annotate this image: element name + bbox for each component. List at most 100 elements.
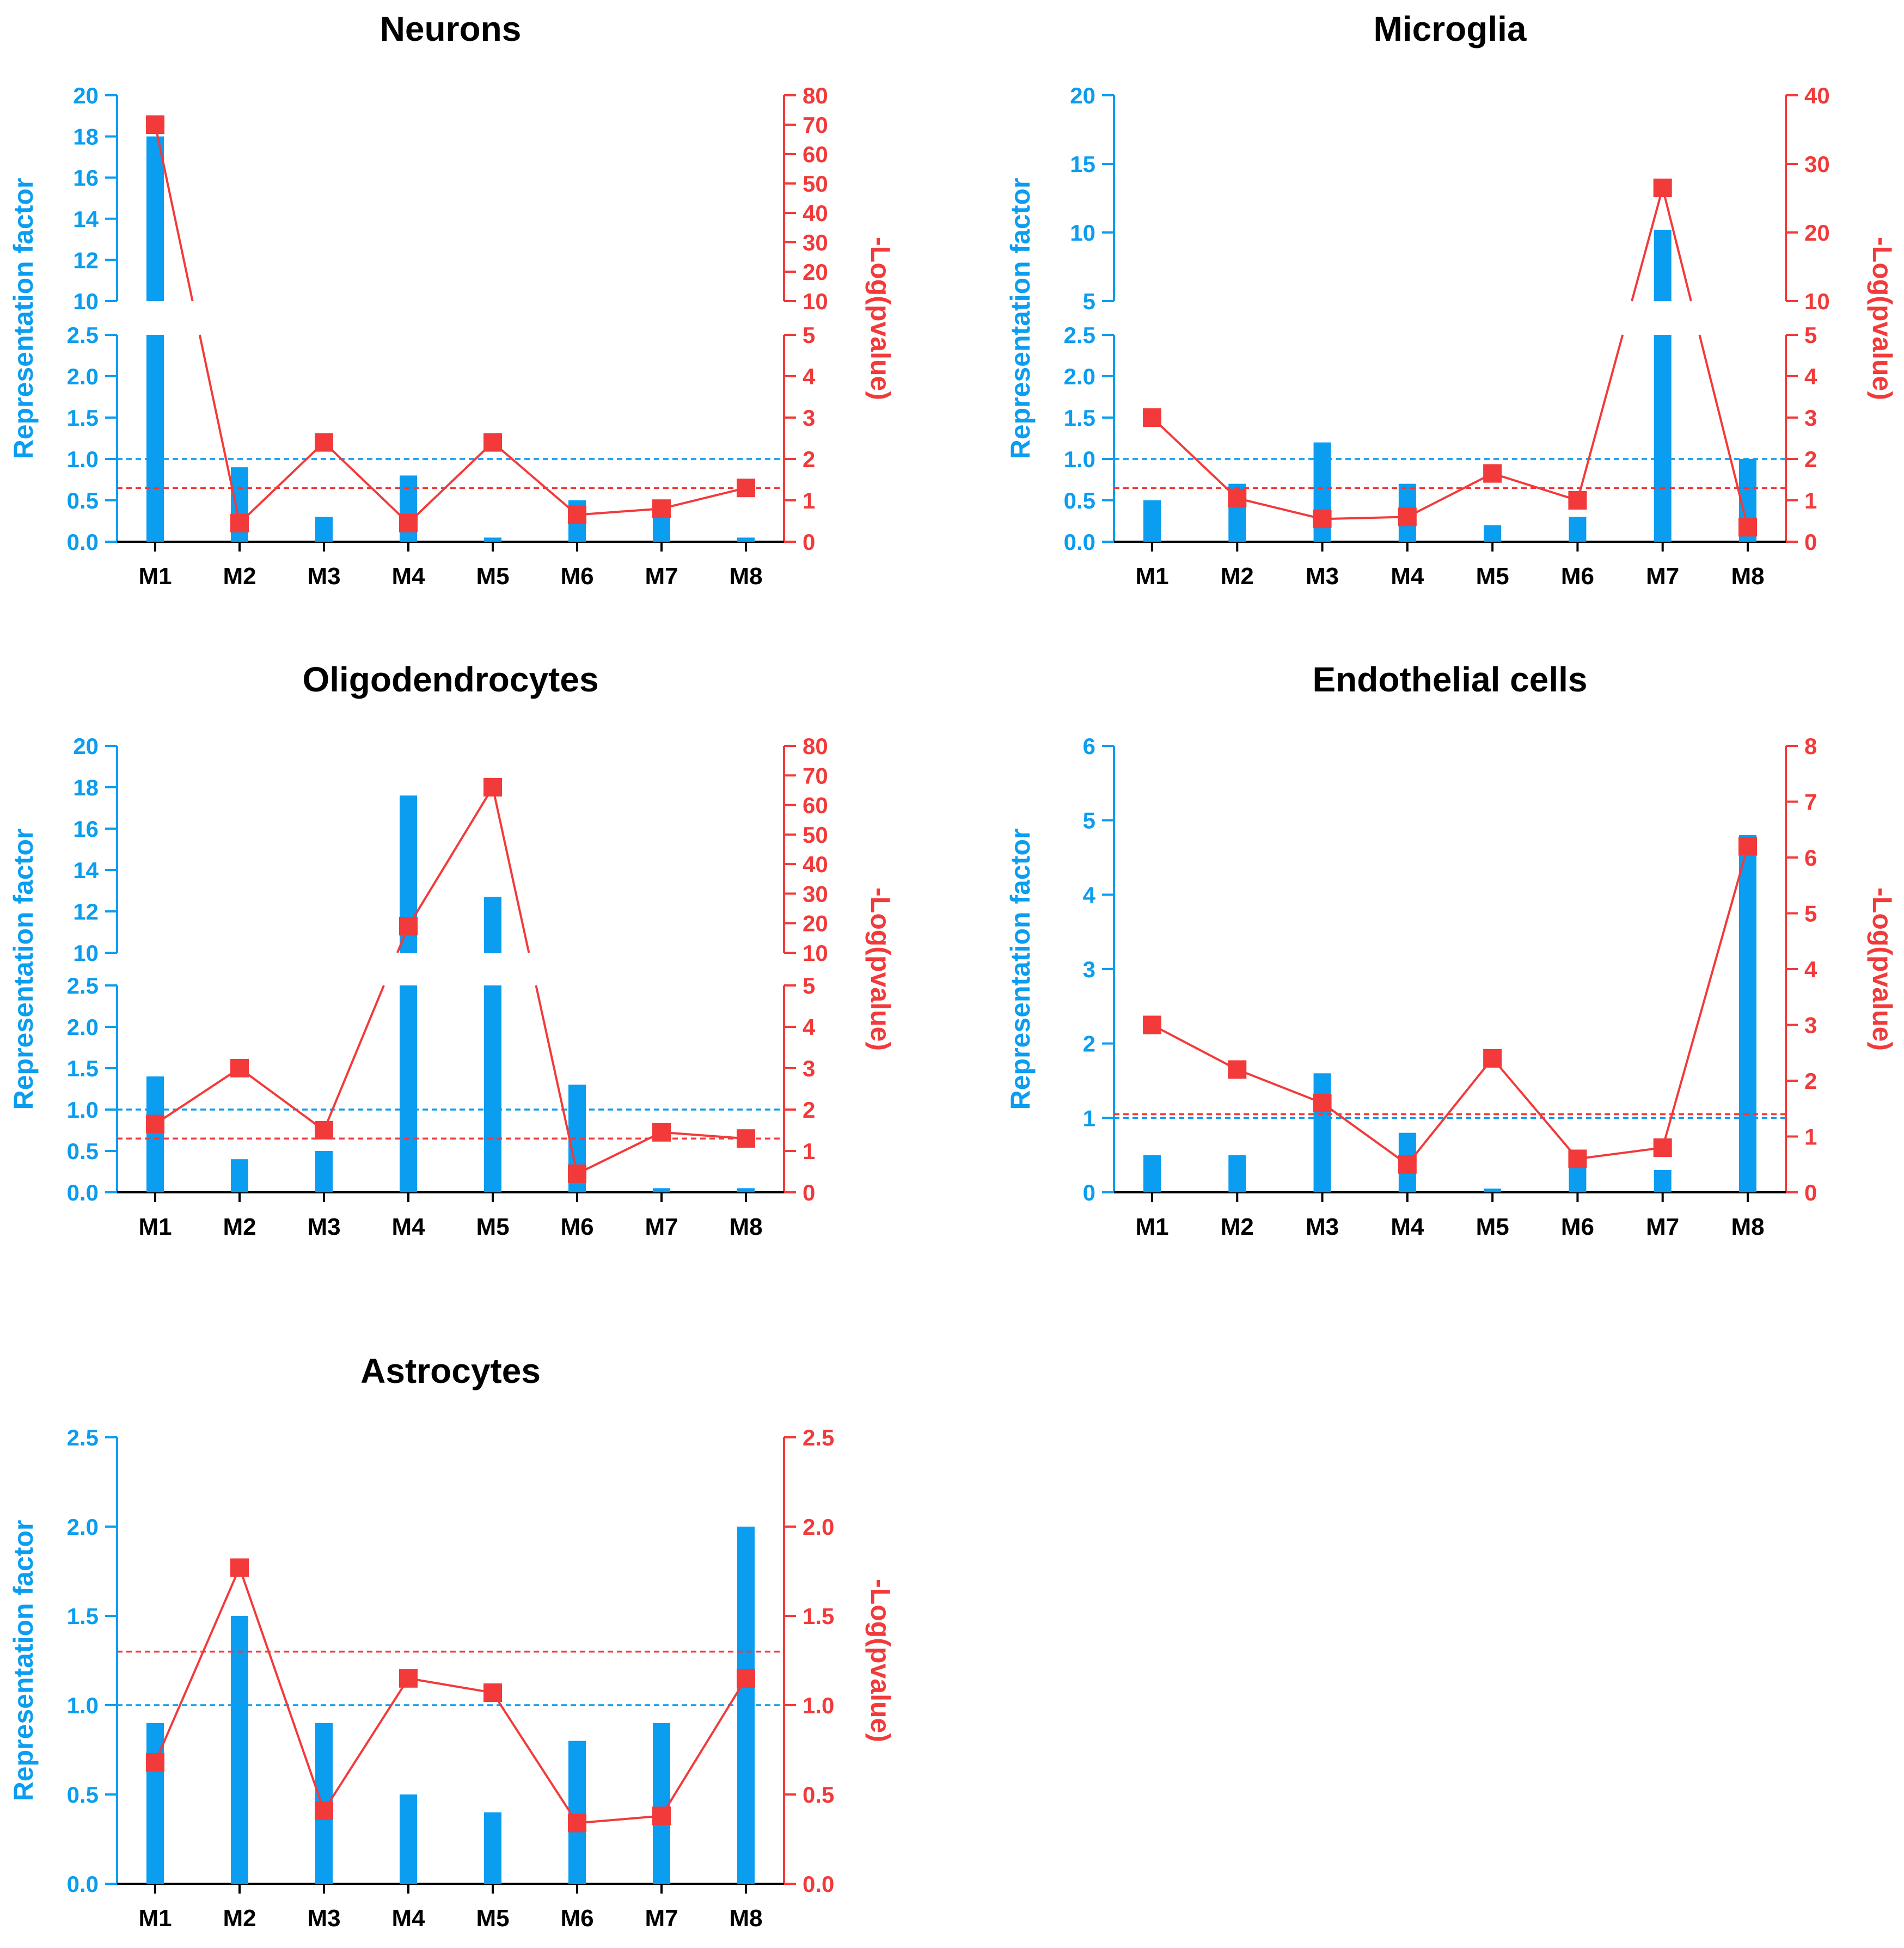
bar xyxy=(1739,835,1756,1192)
series-marker xyxy=(399,917,418,936)
right-axis-title: -Log(pvalue) xyxy=(1867,887,1897,1051)
series-line-segment xyxy=(492,442,578,516)
x-tick-label: M8 xyxy=(1731,1214,1764,1240)
x-tick-label: M6 xyxy=(560,1905,593,1932)
left-tick-label: 0 xyxy=(1083,1180,1095,1205)
right-tick-label: 1 xyxy=(1804,1124,1817,1150)
series-line-segment xyxy=(661,1131,746,1140)
left-tick-label: 20 xyxy=(73,733,99,759)
bar xyxy=(1569,517,1587,542)
series-line-segment xyxy=(323,442,409,524)
right-axis-title: -Log(pvalue) xyxy=(865,1579,896,1742)
series-line-segment xyxy=(323,985,385,1131)
left-tick-label: 1.0 xyxy=(1064,446,1095,472)
series-line-segment xyxy=(577,1131,662,1175)
left-tick-label: 15 xyxy=(1070,151,1095,177)
bar xyxy=(484,537,501,542)
left-axis-title: Representation factor xyxy=(8,178,39,460)
x-tick-label: M4 xyxy=(391,563,425,590)
bar xyxy=(146,335,164,542)
series-line-segment xyxy=(323,1677,409,1811)
series-marker xyxy=(568,1814,586,1833)
x-tick-label: M4 xyxy=(1391,563,1424,590)
left-tick-label: 16 xyxy=(73,816,99,842)
x-tick-label: M5 xyxy=(1476,1214,1509,1240)
x-tick-label: M2 xyxy=(223,1214,256,1240)
right-tick-label: 60 xyxy=(803,793,828,818)
right-tick-label: 5 xyxy=(1804,901,1817,927)
left-tick-label: 20 xyxy=(73,83,99,108)
series-line-segment xyxy=(1576,334,1624,501)
series-marker xyxy=(230,513,249,532)
left-tick-label: 1.0 xyxy=(67,1097,99,1123)
right-tick-label: 0 xyxy=(803,529,815,555)
bar xyxy=(315,517,333,542)
right-tick-label: 1 xyxy=(803,1138,815,1164)
series-marker xyxy=(1143,408,1161,427)
left-tick-label: 1.5 xyxy=(1064,405,1095,431)
left-tick-label: 5 xyxy=(1083,808,1095,834)
x-tick-label: M6 xyxy=(560,563,593,590)
left-axis-title: Representation factor xyxy=(8,1520,39,1802)
right-tick-label: 10 xyxy=(1804,289,1830,314)
right-tick-label: 3 xyxy=(1804,1013,1817,1038)
series-marker xyxy=(1228,1060,1247,1079)
x-tick-label: M1 xyxy=(1135,1214,1168,1240)
series-marker xyxy=(230,1558,249,1577)
series-line-segment xyxy=(661,487,746,510)
right-tick-label: 20 xyxy=(803,911,828,936)
x-tick-label: M7 xyxy=(1646,1214,1679,1240)
right-tick-label: 8 xyxy=(1804,733,1817,759)
right-tick-label: 80 xyxy=(803,83,828,108)
bar xyxy=(737,1188,755,1192)
series-line-segment xyxy=(238,1067,325,1131)
series-marker xyxy=(1738,518,1757,537)
right-tick-label: 2 xyxy=(1804,1068,1817,1094)
right-tick-label: 4 xyxy=(803,1014,816,1040)
bar xyxy=(737,537,755,542)
left-tick-label: 6 xyxy=(1083,733,1095,759)
x-tick-label: M3 xyxy=(307,1905,340,1932)
series-line-segment xyxy=(577,507,662,516)
series-marker xyxy=(737,479,755,498)
right-tick-label: 1.5 xyxy=(803,1603,834,1629)
right-tick-label: 1 xyxy=(803,488,815,513)
series-line-segment xyxy=(238,1567,325,1811)
right-tick-label: 5 xyxy=(803,322,815,348)
left-axis-title: Representation factor xyxy=(1005,178,1036,460)
series-line-segment xyxy=(1406,472,1493,518)
chart-neurons: Neurons0.00.51.01.52.02.5101214161820012… xyxy=(8,9,896,590)
right-tick-label: 4 xyxy=(1804,364,1817,389)
x-tick-label: M1 xyxy=(1135,563,1168,590)
chart-title: Oligodendrocytes xyxy=(302,660,598,699)
x-tick-label: M7 xyxy=(645,1905,678,1932)
series-marker xyxy=(1398,507,1417,526)
left-tick-label: 10 xyxy=(1070,220,1095,246)
series-marker xyxy=(652,499,671,518)
series-marker xyxy=(737,1129,755,1148)
series-line-segment xyxy=(1236,497,1323,520)
series-line-segment xyxy=(407,442,494,524)
right-tick-label: 40 xyxy=(1804,83,1830,108)
series-line-segment xyxy=(535,985,578,1174)
left-tick-label: 0.5 xyxy=(67,1782,99,1808)
right-tick-label: 30 xyxy=(1804,151,1830,177)
left-tick-label: 3 xyxy=(1083,957,1095,982)
series-line-segment xyxy=(1151,416,1238,499)
bar xyxy=(231,1616,248,1884)
right-tick-label: 4 xyxy=(803,364,816,389)
series-line-segment xyxy=(1631,187,1664,302)
chart-endothelial: Endothelial cells 0 1 2 3 4 5 6 0 1 2 3 4 5 6 7 8 M1 M2 M3 M… xyxy=(1005,660,1897,1240)
bar xyxy=(1654,1170,1672,1192)
right-tick-label: 60 xyxy=(803,142,828,167)
x-tick-label: M8 xyxy=(729,1214,762,1240)
series-marker xyxy=(1568,491,1587,510)
left-tick-label: 2.5 xyxy=(1064,322,1095,348)
left-tick-label: 18 xyxy=(73,124,99,150)
right-tick-label: 2 xyxy=(803,1097,815,1123)
right-tick-label: 20 xyxy=(1804,220,1830,246)
bar xyxy=(146,1076,164,1192)
series-line-segment xyxy=(1236,1068,1323,1104)
left-tick-label: 2.5 xyxy=(67,322,99,348)
right-tick-label: 30 xyxy=(803,881,828,906)
